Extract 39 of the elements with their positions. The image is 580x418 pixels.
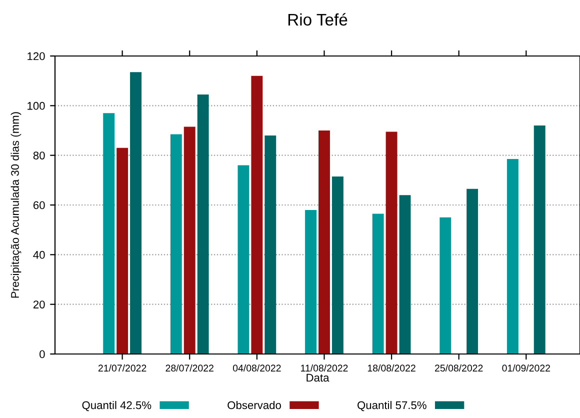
y-axis-title: Precipitação Acumulada 30 dias (mm) [10,112,22,298]
x-tick-label: 21/07/2022 [98,364,146,372]
legend-label: Quantil 42.5% [82,400,152,412]
bar [251,76,263,354]
bar [305,210,316,354]
bar [372,214,384,354]
y-tick-label: 0 [40,350,45,358]
bar [534,126,546,354]
x-axis-title: Data [306,374,330,382]
bar [440,217,452,354]
bar [184,126,196,354]
bar [103,113,115,354]
bar [332,176,344,354]
y-tick-label: 60 [33,201,45,210]
bar [466,188,478,354]
y-tick-label: 120 [28,52,45,60]
bar [264,135,276,354]
y-tick-label: 100 [28,102,45,110]
x-tick-label: 18/08/2022 [368,364,416,372]
y-tick-label: 20 [33,300,45,308]
x-tick-label: 28/07/2022 [166,364,214,372]
x-tick-label: 04/08/2022 [232,364,281,372]
bar [116,148,128,354]
x-tick-label: 11/08/2022 [301,364,348,372]
bar [399,195,411,354]
bar [238,165,250,354]
bar [197,94,209,354]
bar [386,132,398,354]
bar [318,130,330,354]
bar [170,134,182,354]
y-tick-label: 80 [33,152,45,160]
y-tick-label: 40 [33,250,45,259]
x-tick-label: 01/09/2022 [502,364,550,372]
chart-title: Rio Tefé [288,13,348,26]
bar [506,159,518,354]
x-tick-label: 25/08/2022 [435,364,483,372]
legend-label: Observado [228,400,281,410]
bar [130,72,142,354]
legend-label: Quantil 57.5% [358,400,426,412]
